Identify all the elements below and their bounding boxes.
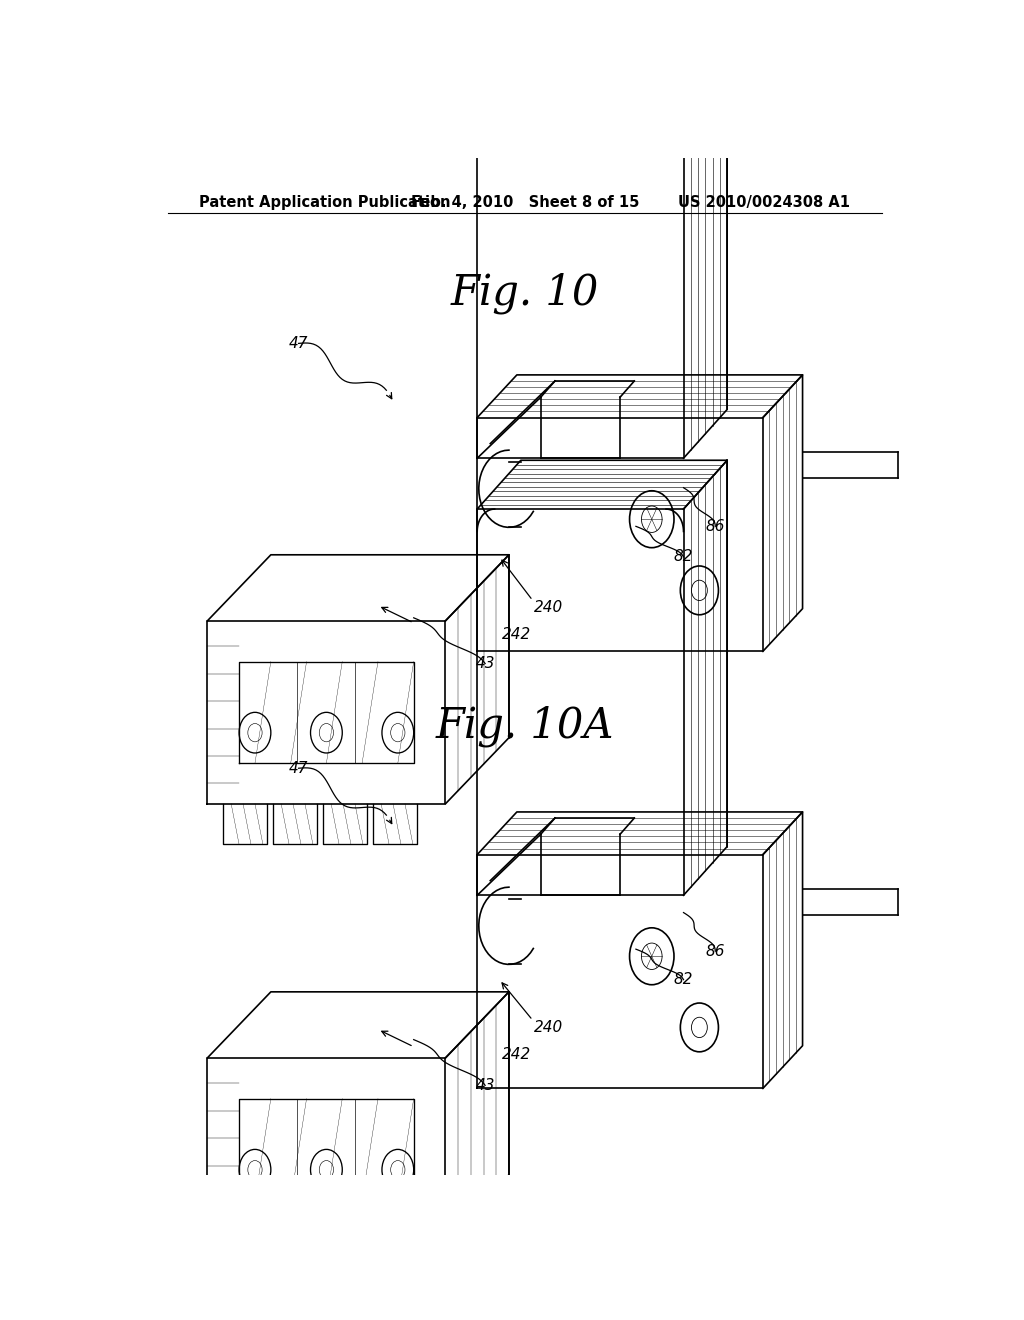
Text: 43: 43 bbox=[475, 656, 495, 671]
Text: 82: 82 bbox=[674, 549, 693, 565]
Text: Patent Application Publication: Patent Application Publication bbox=[200, 194, 451, 210]
Text: US 2010/0024308 A1: US 2010/0024308 A1 bbox=[678, 194, 850, 210]
Text: 86: 86 bbox=[706, 519, 725, 533]
Text: 82: 82 bbox=[674, 972, 693, 987]
Text: 86: 86 bbox=[706, 944, 725, 958]
Text: Fig. 10A: Fig. 10A bbox=[435, 705, 614, 747]
Text: 43: 43 bbox=[475, 1078, 495, 1093]
Text: Feb. 4, 2010   Sheet 8 of 15: Feb. 4, 2010 Sheet 8 of 15 bbox=[411, 194, 639, 210]
Text: 240: 240 bbox=[534, 1020, 563, 1035]
Text: 240: 240 bbox=[534, 601, 563, 615]
Text: 242: 242 bbox=[502, 627, 531, 642]
Text: Fig. 10: Fig. 10 bbox=[451, 272, 599, 314]
Text: 47: 47 bbox=[289, 760, 308, 776]
Text: 47: 47 bbox=[289, 335, 308, 351]
Text: 242: 242 bbox=[502, 1047, 531, 1063]
